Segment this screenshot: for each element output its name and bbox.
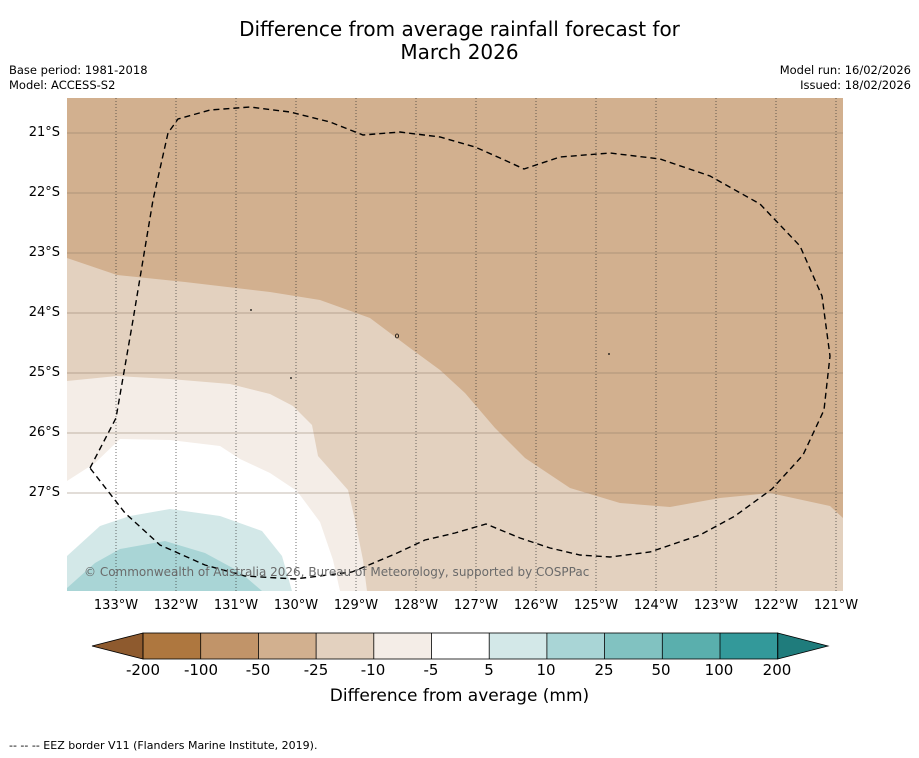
colorbar-tick-label: 100: [704, 661, 734, 679]
copyright-notice: © Commonwealth of Australia 2026, Bureau…: [84, 565, 590, 579]
colorbar-segment: [546, 633, 605, 659]
island-marker: [250, 309, 252, 311]
island-marker: [608, 353, 610, 355]
colorbar-tick-label: 25: [594, 661, 614, 679]
rainfall-map: [67, 98, 843, 591]
colorbar-tick-label: -25: [303, 661, 329, 679]
issued-date: Issued: 18/02/2026: [800, 78, 911, 92]
lon-label: 129°W: [333, 598, 379, 613]
meta-left: Base period: 1981-2018 Model: ACCESS-S2: [9, 63, 148, 93]
lon-label: 121°W: [813, 598, 859, 613]
lon-label: 125°W: [573, 598, 619, 613]
lon-label: 132°W: [153, 598, 199, 613]
colorbar-tick-label: 50: [651, 661, 671, 679]
colorbar-under-arrow: [91, 632, 144, 660]
colorbar: [91, 632, 830, 660]
colorbar-segment: [373, 633, 432, 659]
colorbar-segment: [431, 633, 490, 659]
colorbar-tick-label: -100: [183, 661, 219, 679]
chart-title: Difference from average rainfall forecas…: [0, 18, 919, 64]
lat-label: 23°S: [28, 245, 60, 260]
gridlines: [67, 98, 843, 591]
islands: [250, 309, 610, 379]
colorbar-over-arrow: [777, 632, 830, 660]
lat-label: 27°S: [28, 485, 60, 500]
colorbar-tick-label: -200: [125, 661, 161, 679]
lat-label: 22°S: [28, 185, 60, 200]
eez-legend: -- -- -- EEZ border V11 (Flanders Marine…: [9, 739, 318, 752]
title-line-2: March 2026: [400, 40, 519, 64]
colorbar-tick-label: 10: [536, 661, 556, 679]
colorbar-title: Difference from average (mm): [329, 686, 590, 706]
lon-label: 131°W: [213, 598, 259, 613]
model-run: Model run: 16/02/2026: [779, 63, 911, 77]
colorbar-tick-label: -10: [360, 661, 386, 679]
lat-label: 25°S: [28, 365, 60, 380]
colorbar-tick-label: -5: [423, 661, 439, 679]
lon-label: 123°W: [693, 598, 739, 613]
lon-label: 122°W: [753, 598, 799, 613]
meta-right: Model run: 16/02/2026 Issued: 18/02/2026: [780, 63, 911, 93]
colorbar-segment: [316, 633, 374, 659]
lat-label: 26°S: [28, 425, 60, 440]
colorbar-tick-label: 200: [762, 661, 792, 679]
title-line-1: Difference from average rainfall forecas…: [239, 17, 680, 41]
colorbar-segment: [200, 633, 259, 659]
lat-label: 24°S: [28, 305, 60, 320]
colorbar-segment: [604, 633, 663, 659]
colorbar-segment: [258, 633, 317, 659]
eez-border: [89, 106, 831, 580]
colorbar-tick-label: -50: [245, 661, 271, 679]
lat-label: 21°S: [28, 125, 60, 140]
colorbar-tick-label: 5: [484, 661, 494, 679]
lon-label: 130°W: [273, 598, 319, 613]
colorbar-segment: [720, 633, 778, 659]
colorbar-segment: [662, 633, 720, 659]
lon-label: 128°W: [393, 598, 439, 613]
island-marker: [290, 377, 292, 379]
base-period: Base period: 1981-2018: [9, 63, 148, 77]
model-name: Model: ACCESS-S2: [9, 78, 116, 92]
lon-label: 126°W: [513, 598, 559, 613]
island-marker: [394, 333, 399, 339]
colorbar-outline: [142, 632, 779, 660]
colorbar-segment: [143, 633, 201, 659]
lon-label: 124°W: [633, 598, 679, 613]
colorbar-segment: [489, 633, 547, 659]
lon-label: 133°W: [93, 598, 139, 613]
lon-label: 127°W: [453, 598, 499, 613]
